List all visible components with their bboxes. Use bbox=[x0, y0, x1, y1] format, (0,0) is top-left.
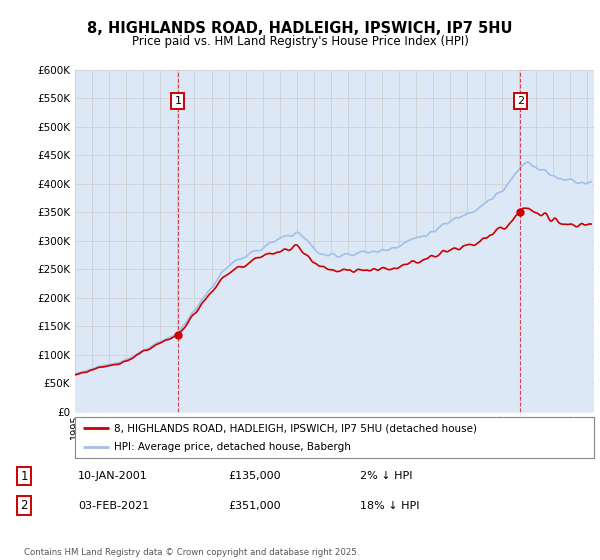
Text: 8, HIGHLANDS ROAD, HADLEIGH, IPSWICH, IP7 5HU (detached house): 8, HIGHLANDS ROAD, HADLEIGH, IPSWICH, IP… bbox=[114, 423, 477, 433]
Text: 2% ↓ HPI: 2% ↓ HPI bbox=[360, 471, 413, 481]
Text: 1: 1 bbox=[20, 469, 28, 483]
Text: HPI: Average price, detached house, Babergh: HPI: Average price, detached house, Babe… bbox=[114, 442, 351, 451]
Text: Contains HM Land Registry data © Crown copyright and database right 2025.
This d: Contains HM Land Registry data © Crown c… bbox=[24, 548, 359, 560]
Text: 1: 1 bbox=[175, 96, 181, 106]
Text: 2: 2 bbox=[517, 96, 524, 106]
Text: £135,000: £135,000 bbox=[228, 471, 281, 481]
Text: 03-FEB-2021: 03-FEB-2021 bbox=[78, 501, 149, 511]
Text: 10-JAN-2001: 10-JAN-2001 bbox=[78, 471, 148, 481]
Text: 8, HIGHLANDS ROAD, HADLEIGH, IPSWICH, IP7 5HU: 8, HIGHLANDS ROAD, HADLEIGH, IPSWICH, IP… bbox=[87, 21, 513, 36]
Text: 2: 2 bbox=[20, 499, 28, 512]
Text: £351,000: £351,000 bbox=[228, 501, 281, 511]
Text: Price paid vs. HM Land Registry's House Price Index (HPI): Price paid vs. HM Land Registry's House … bbox=[131, 35, 469, 48]
Text: 18% ↓ HPI: 18% ↓ HPI bbox=[360, 501, 419, 511]
